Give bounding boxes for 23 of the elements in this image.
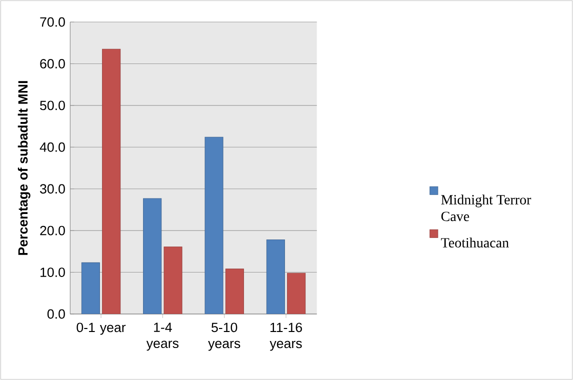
y-tick-label: 60.0 <box>40 59 65 68</box>
x-tick-label: 5-10 years <box>208 322 240 351</box>
bar <box>225 268 244 314</box>
y-tick-label: 20.0 <box>40 226 65 236</box>
y-axis-title: Percentage of subadult MNI <box>18 81 30 255</box>
bar <box>266 239 285 314</box>
bar <box>164 246 182 314</box>
bar <box>287 272 306 314</box>
x-tick-label: 11-16 years <box>270 322 302 351</box>
bar <box>81 262 100 314</box>
y-tick-label: 70.0 <box>40 17 65 27</box>
bar <box>204 136 224 314</box>
y-tick-label: 30.0 <box>40 184 65 194</box>
y-tick-label: 10.0 <box>40 268 65 278</box>
bar <box>143 198 162 314</box>
legend-label: Teotihuacan <box>441 238 509 248</box>
x-tick-label: 0-1 year <box>76 322 126 335</box>
bar <box>102 48 121 314</box>
y-tick-label: 40.0 <box>40 142 65 152</box>
x-tick-label: 1-4 years <box>146 322 178 351</box>
y-tick-label: 50.0 <box>40 100 65 110</box>
y-tick-label: 0.0 <box>47 309 65 319</box>
legend-label: Midnight Terror Cave <box>441 194 532 222</box>
